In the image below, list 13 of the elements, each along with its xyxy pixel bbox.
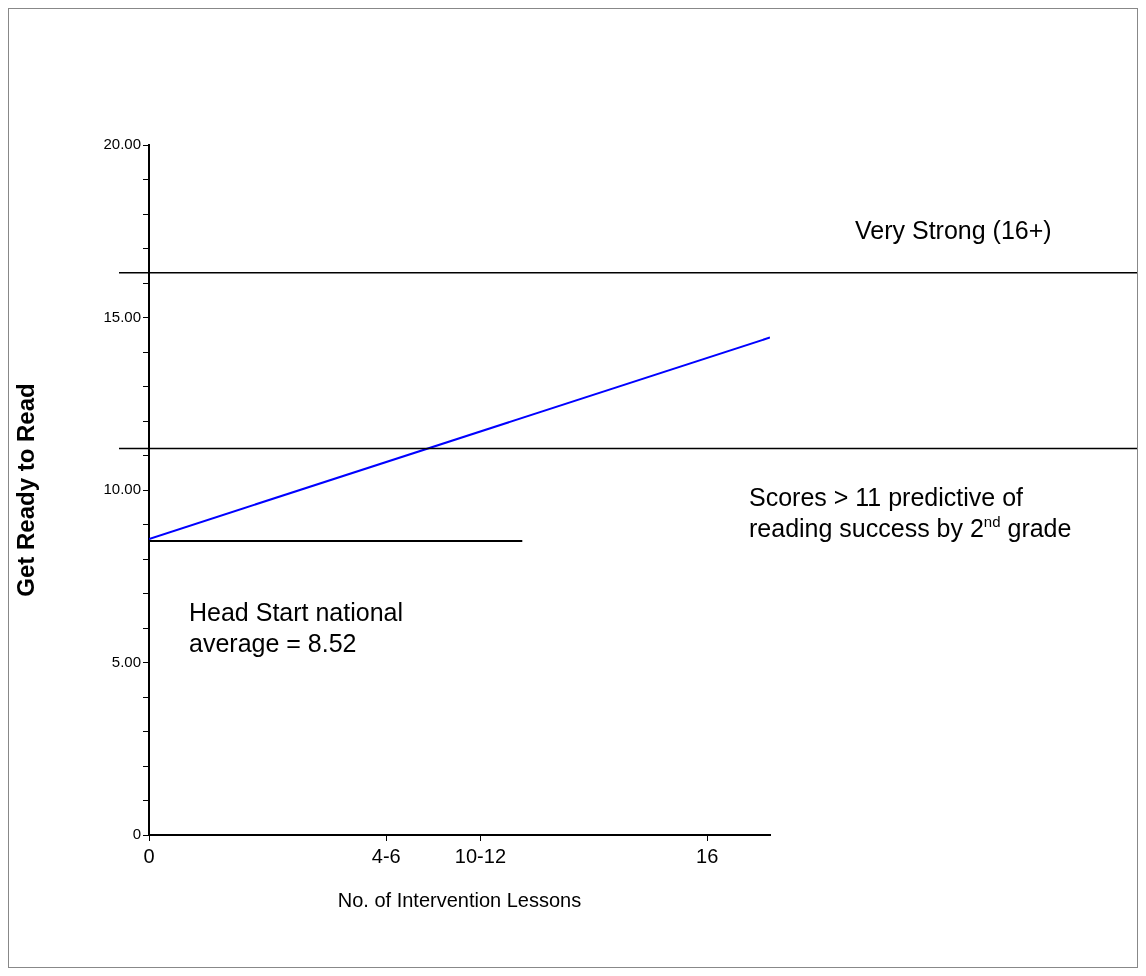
- x-tick-label: 0: [143, 844, 155, 867]
- y-tick-label: 0: [132, 825, 141, 843]
- text: Head Start national average = 8.52: [189, 598, 404, 657]
- y-axis-title: Get Ready to Read: [12, 383, 40, 597]
- text: Very Strong (16+): [855, 216, 1052, 244]
- x-tick-label: 10-12: [454, 844, 507, 867]
- y-tick-label: 5.00: [111, 652, 141, 670]
- x-tick-label: 16: [696, 844, 719, 867]
- y-tick-label: 20.00: [103, 135, 141, 153]
- y-tick-label: 15.00: [103, 307, 141, 325]
- x-axis-title: No. of Intervention Lessons: [337, 888, 582, 911]
- x-tick-label: 4-6: [371, 844, 401, 867]
- y-tick-label: 10.00: [103, 480, 141, 498]
